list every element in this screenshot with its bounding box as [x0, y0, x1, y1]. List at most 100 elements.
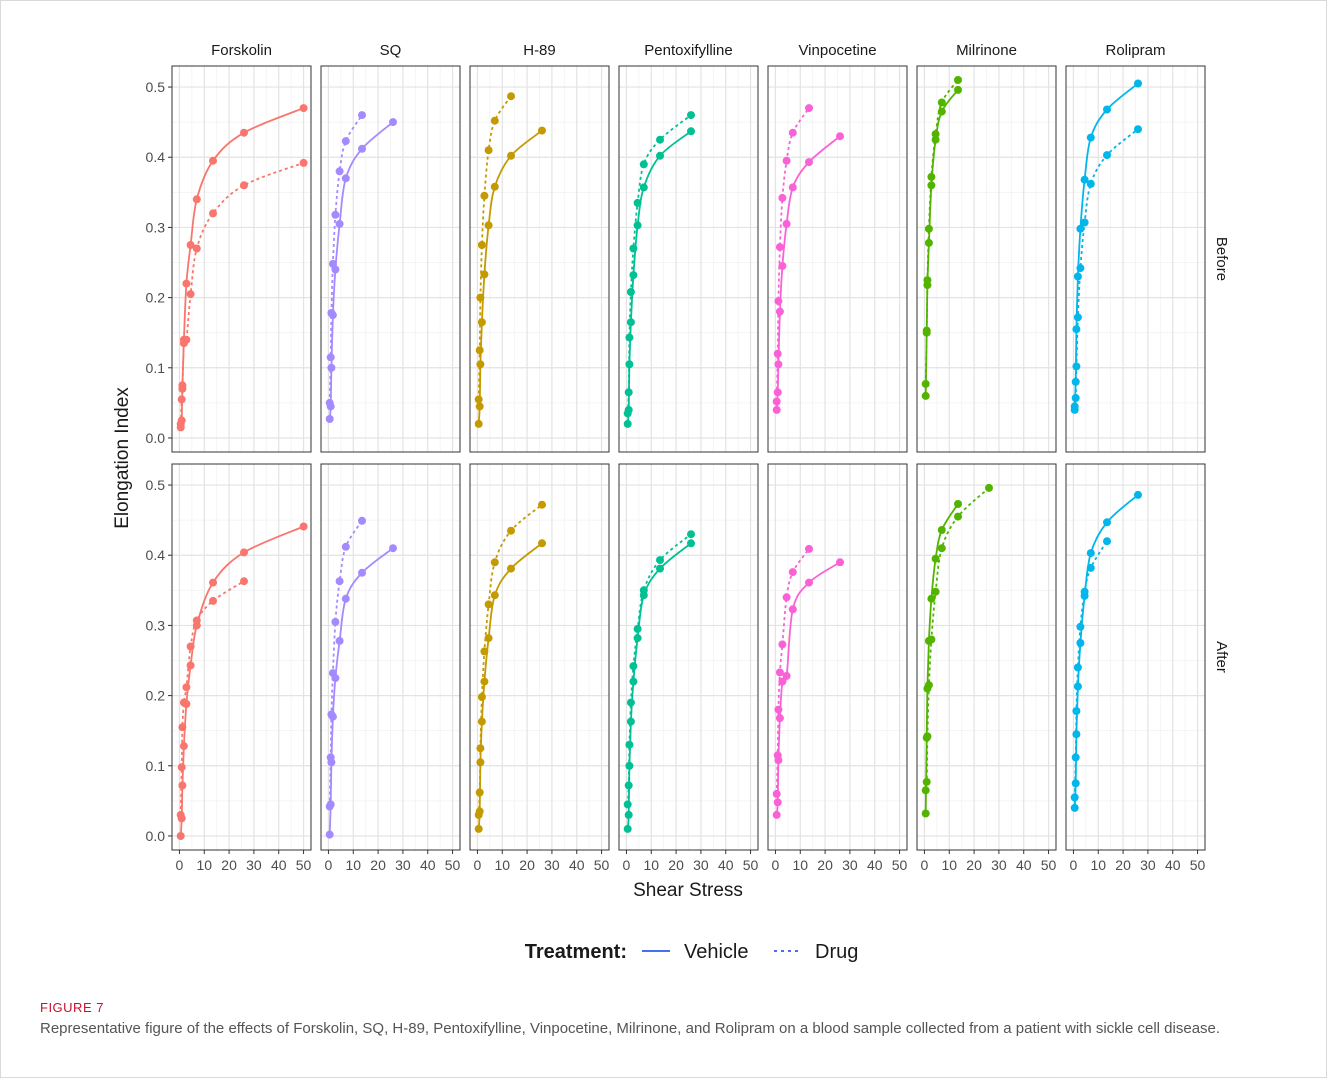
data-point-vehicle [341, 594, 350, 603]
data-point-drug [327, 710, 336, 719]
data-point-drug [507, 526, 515, 535]
x-tick-label: 30 [842, 857, 858, 873]
data-point-drug [240, 181, 248, 190]
y-axis-label: Elongation Index [112, 387, 133, 529]
data-point-vehicle [623, 824, 632, 833]
data-point-drug [177, 763, 186, 772]
data-point-drug [475, 346, 484, 355]
data-point-drug [328, 669, 337, 678]
data-point-drug [922, 777, 931, 786]
series-line-drug [179, 580, 245, 815]
panel-sq-before [320, 65, 461, 453]
data-point-vehicle [484, 634, 493, 643]
data-point-drug [772, 789, 781, 798]
data-point-drug [778, 640, 787, 649]
series-line-vehicle [179, 525, 304, 837]
panel-pentoxifylline-before [618, 65, 759, 453]
series-line-drug [179, 162, 304, 424]
x-tick-label: 20 [370, 857, 386, 873]
data-point-drug [931, 130, 940, 139]
facet-title-rolipram: Rolipram [1105, 42, 1165, 59]
data-point-vehicle [477, 318, 486, 327]
data-point-drug [335, 167, 344, 176]
data-point-vehicle [788, 183, 797, 192]
data-point-drug [358, 516, 366, 525]
x-tick-label: 40 [420, 857, 436, 873]
data-point-drug [921, 379, 930, 388]
data-point-vehicle [931, 554, 940, 563]
legend: Treatment: Vehicle Drug [525, 941, 859, 963]
x-tick-label: 0 [1070, 857, 1078, 873]
data-point-drug [639, 586, 648, 595]
data-point-vehicle [1103, 518, 1111, 527]
data-point-drug [1086, 179, 1095, 188]
data-point-drug [775, 243, 784, 252]
panel-border [1065, 463, 1206, 851]
data-point-drug [358, 111, 366, 120]
panel-h-89-after: 0 10 20 30 40 50 [469, 463, 610, 873]
series-line-drug [775, 107, 810, 402]
panel-vinpocetine-after: 0 10 20 30 40 50 [767, 463, 908, 873]
x-tick-label: 20 [221, 857, 237, 873]
x-tick-label: 30 [1140, 857, 1156, 873]
data-point-vehicle [687, 127, 695, 136]
data-point-drug [782, 156, 791, 165]
y-tick-label: 0.2 [146, 290, 166, 306]
data-point-drug [923, 276, 932, 285]
data-point-vehicle [1072, 730, 1081, 739]
data-point-vehicle [186, 661, 195, 670]
panel-border [469, 463, 610, 851]
data-point-drug [1076, 264, 1085, 273]
data-point-drug [325, 398, 334, 407]
y-tick-label: 0.0 [146, 430, 166, 446]
panel-border [618, 463, 759, 851]
x-tick-label: 50 [445, 857, 461, 873]
data-point-drug [633, 198, 642, 207]
data-point-drug [1071, 753, 1080, 762]
panel-border [767, 463, 908, 851]
data-point-drug [474, 395, 483, 404]
data-point-drug [924, 681, 933, 690]
y-tick-label: 0.4 [146, 547, 166, 563]
data-point-vehicle [937, 526, 946, 534]
data-point-drug [192, 244, 201, 253]
data-point-drug [341, 542, 350, 551]
data-point-vehicle [507, 564, 515, 573]
data-point-drug [179, 698, 188, 707]
data-point-drug [1134, 125, 1142, 134]
data-point-drug [774, 297, 783, 306]
data-point-drug [507, 92, 515, 101]
data-point-vehicle [687, 539, 695, 548]
data-point-drug [778, 193, 787, 202]
data-point-drug [209, 209, 217, 218]
data-point-drug [484, 600, 493, 609]
data-point-drug [985, 483, 993, 492]
data-point-vehicle [186, 241, 195, 249]
data-point-vehicle [335, 636, 344, 645]
data-point-vehicle [192, 195, 201, 204]
data-point-drug [326, 753, 335, 762]
data-point-vehicle [179, 742, 188, 751]
x-tick-label: 30 [693, 857, 709, 873]
series-line-vehicle [477, 542, 543, 829]
x-tick-label: 10 [196, 857, 212, 873]
data-point-drug [639, 160, 648, 169]
figure-caption: FIGURE 7 Representative figure of the ef… [40, 1000, 1300, 1039]
data-point-drug [805, 104, 813, 113]
x-tick-label: 20 [1115, 857, 1131, 873]
data-point-drug [176, 419, 185, 428]
panel-border [171, 463, 312, 851]
data-point-vehicle [389, 118, 397, 127]
x-tick-label: 50 [743, 857, 759, 873]
data-point-vehicle [1070, 803, 1079, 812]
panel-forskolin-after: 0.0 0.1 0.2 0.3 0.4 0.5 0 10 20 30 40 50 [146, 463, 312, 873]
x-axis-label: Shear Stress [633, 880, 743, 901]
data-point-drug [922, 326, 931, 335]
data-point-drug [927, 172, 936, 181]
data-point-drug [782, 593, 791, 602]
panel-rolipram-before [1065, 65, 1206, 453]
data-point-vehicle [788, 605, 797, 614]
data-point-drug [773, 349, 782, 358]
data-point-vehicle [538, 539, 546, 548]
